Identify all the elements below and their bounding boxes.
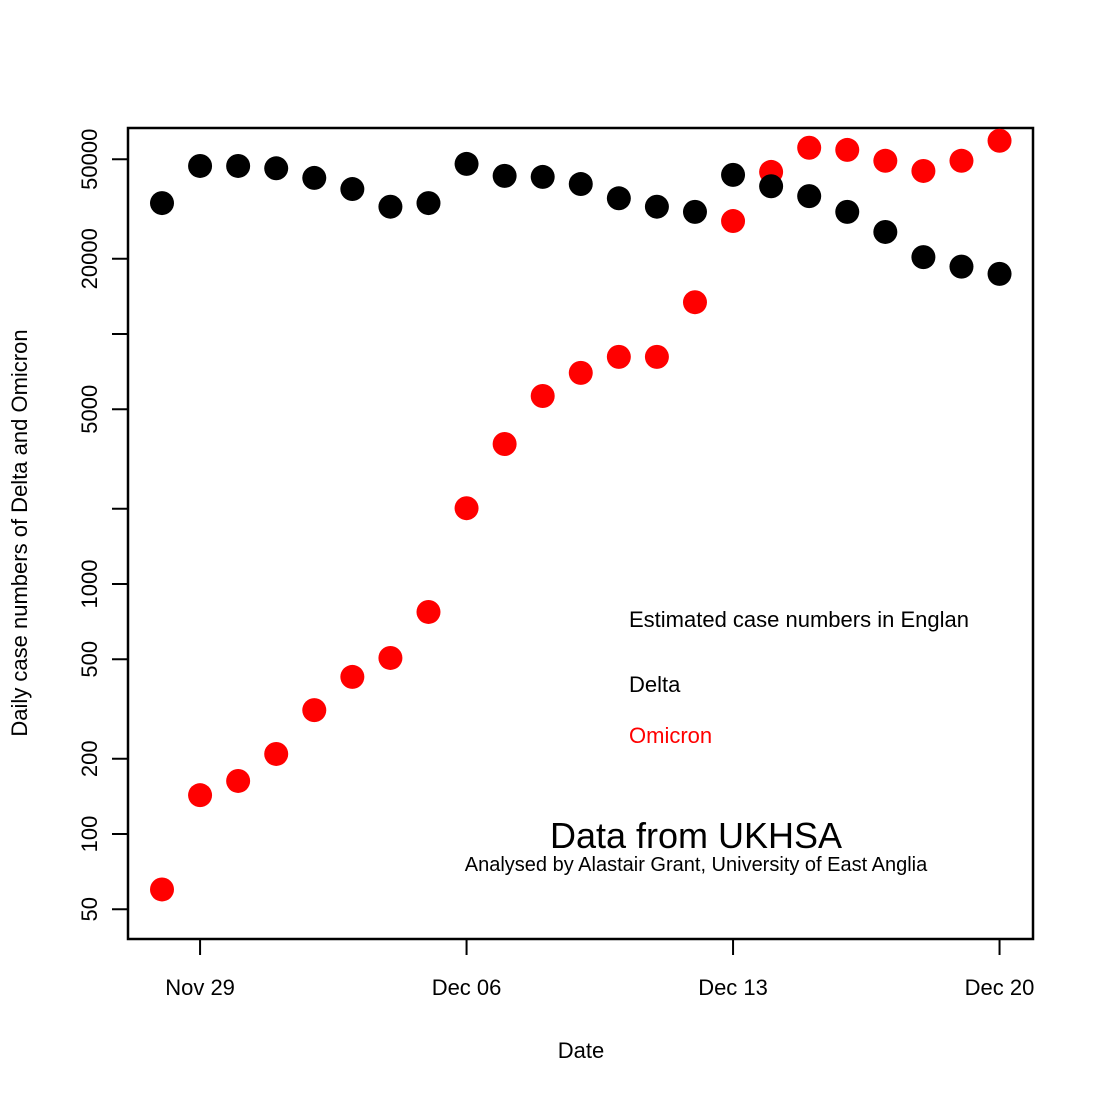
delta-point [530, 164, 555, 189]
omicron-point [949, 148, 974, 173]
series-omicron [150, 128, 1012, 902]
delta-point [416, 191, 441, 216]
delta-point [606, 186, 631, 211]
x-axis-title: Date [558, 1038, 604, 1063]
source-annotation: Data from UKHSA [550, 815, 842, 856]
delta-point [226, 153, 251, 178]
omicron-point [454, 496, 479, 521]
omicron-point [264, 741, 289, 766]
delta-point [911, 245, 936, 270]
delta-point [302, 165, 327, 190]
delta-point [454, 151, 479, 176]
x-tick-label: Dec 13 [698, 975, 768, 1000]
y-axis-title: Daily case numbers of Delta and Omicron [7, 329, 32, 736]
omicron-point [188, 783, 213, 808]
y-tick-label: 100 [77, 816, 102, 853]
y-tick-label: 20000 [77, 228, 102, 289]
delta-point [835, 199, 860, 224]
omicron-point [568, 360, 593, 385]
x-tick-label: Dec 06 [432, 975, 502, 1000]
y-tick-label: 500 [77, 641, 102, 678]
delta-point [150, 191, 174, 216]
delta-point [797, 184, 822, 209]
x-axis: Nov 29 Dec 06 Dec 13 Dec 20 [165, 938, 1035, 1000]
x-tick-label: Dec 20 [965, 975, 1035, 1000]
delta-point [492, 163, 517, 188]
omicron-point [492, 432, 517, 457]
y-tick-label: 50 [77, 897, 102, 921]
legend-title: Estimated case numbers in Englan [629, 607, 969, 632]
credit-annotation: Analysed by Alastair Grant, University o… [465, 854, 928, 876]
omicron-point [606, 344, 631, 369]
delta-point [759, 174, 784, 199]
omicron-point [797, 135, 822, 160]
delta-point [873, 219, 898, 244]
y-tick-label: 5000 [77, 385, 102, 434]
delta-point [188, 153, 213, 178]
delta-point [340, 177, 365, 202]
omicron-point [416, 599, 441, 624]
delta-point [949, 254, 974, 279]
omicron-point [644, 344, 669, 369]
y-tick-label: 1000 [77, 560, 102, 609]
y-axis: 50 100 200 500 1000 5000 20000 50000 [77, 129, 129, 921]
legend-entry-delta: Delta [629, 672, 681, 697]
delta-point [987, 261, 1012, 286]
omicron-point [873, 148, 898, 173]
series-delta [150, 151, 1012, 286]
omicron-point [150, 877, 174, 902]
y-tick-label: 200 [77, 740, 102, 777]
omicron-point [530, 383, 555, 408]
delta-point [568, 172, 593, 197]
delta-point [721, 162, 746, 187]
legend-entry-omicron: Omicron [629, 723, 712, 748]
delta-point [682, 199, 707, 224]
data-points [150, 128, 1012, 902]
y-tick-label: 50000 [77, 129, 102, 190]
delta-point [378, 194, 403, 219]
omicron-point [835, 137, 860, 162]
omicron-point [911, 158, 936, 183]
omicron-point [340, 664, 365, 689]
omicron-point [721, 209, 746, 234]
delta-point [644, 194, 669, 219]
omicron-point [682, 290, 707, 315]
omicron-point [226, 768, 251, 793]
omicron-point [378, 645, 403, 670]
delta-point [264, 156, 289, 181]
omicron-point [302, 698, 327, 723]
x-tick-label: Nov 29 [165, 975, 235, 1000]
omicron-point [987, 128, 1012, 153]
